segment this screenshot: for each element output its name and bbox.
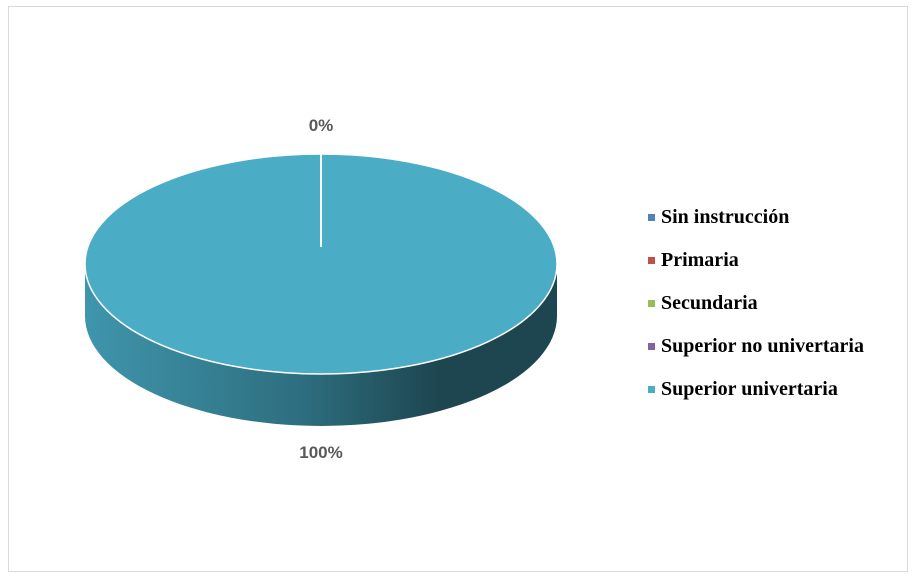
legend-swatch: [648, 300, 655, 307]
legend-item-superior-univertaria: Superior univertaria: [648, 368, 918, 411]
legend-item-secundaria: Secundaria: [648, 282, 918, 325]
data-label-0: 0%: [309, 116, 334, 135]
legend-item-sin-instruccion: Sin instrucción: [648, 196, 918, 239]
data-label-1: 100%: [299, 443, 342, 462]
pie-slice-side: [85, 264, 557, 426]
legend: Sin instrucción Primaria Secundaria Supe…: [648, 196, 918, 411]
legend-swatch: [648, 343, 655, 350]
legend-item-primaria: Primaria: [648, 239, 918, 282]
legend-item-superior-no-univertaria: Superior no univertaria: [648, 325, 918, 368]
legend-swatch: [648, 257, 655, 264]
legend-label: Sin instrucción: [661, 206, 790, 228]
legend-label: Superior univertaria: [661, 378, 838, 400]
legend-label: Superior no univertaria: [661, 335, 864, 357]
legend-swatch: [648, 214, 655, 221]
legend-label: Primaria: [661, 249, 739, 271]
legend-swatch: [648, 386, 655, 393]
legend-label: Secundaria: [661, 292, 758, 314]
